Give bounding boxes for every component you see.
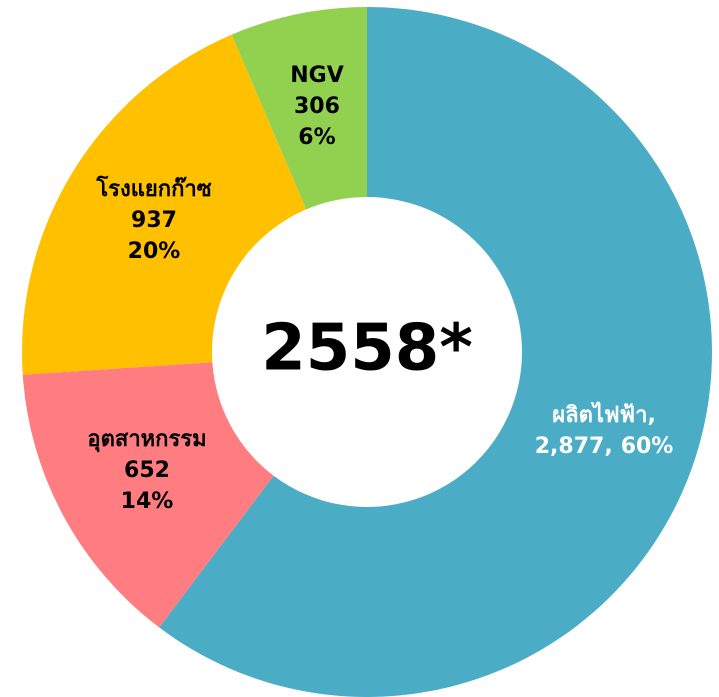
slice	[21, 34, 307, 375]
value-label: 306	[294, 94, 340, 119]
category-label: อุตสาหกรรม	[87, 427, 206, 453]
value-label: 652	[124, 458, 170, 483]
percent-label: 14%	[121, 489, 174, 514]
slice-label: ผลิตไฟฟ้า, 2,877, 60%	[535, 401, 674, 459]
slice	[159, 7, 712, 697]
slice	[231, 7, 367, 210]
slice-label: NGV 306 6%	[290, 63, 344, 150]
slice-label: โรงแยกก๊าซ 937 20%	[95, 175, 211, 264]
value-label: 2,877,	[535, 434, 613, 459]
percent-label: 60%	[621, 434, 674, 459]
slice	[22, 362, 274, 628]
category-label: โรงแยกก๊าซ	[95, 175, 211, 202]
category-label: ผลิตไฟฟ้า,	[552, 401, 656, 428]
value-label: 937	[131, 208, 177, 233]
percent-label: 6%	[298, 125, 335, 150]
slice-label: อุตสาหกรรม 652 14%	[87, 427, 206, 514]
center-label: 2558*	[261, 312, 473, 386]
percent-label: 20%	[128, 239, 181, 264]
category-label: NGV	[290, 63, 344, 88]
